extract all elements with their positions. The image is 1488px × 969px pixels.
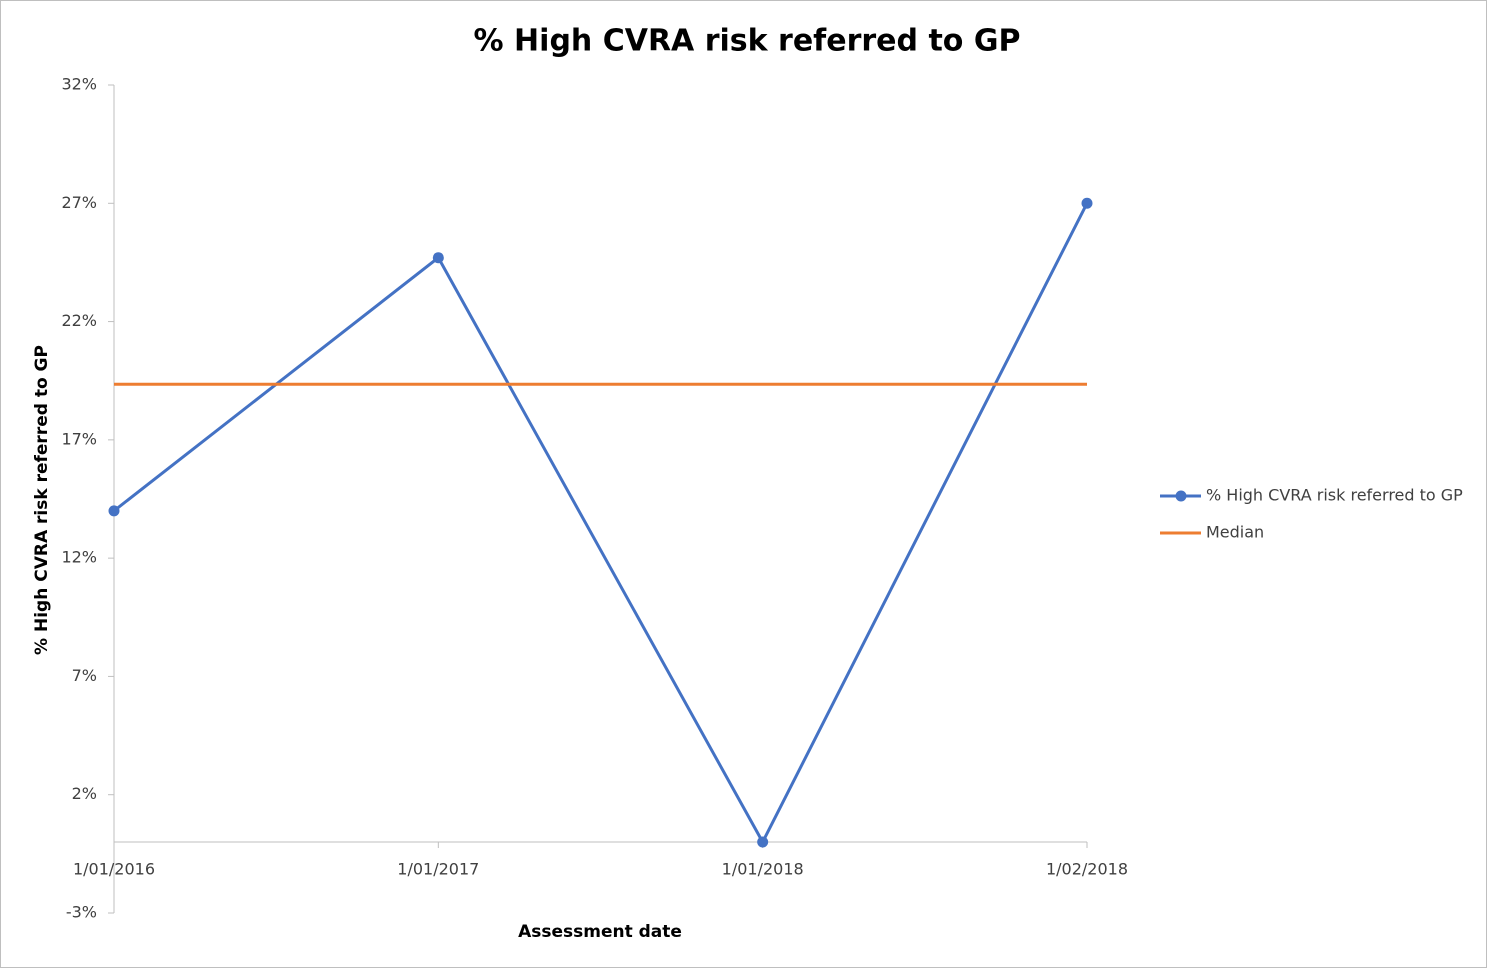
y-axis-title: % High CVRA risk referred to GP [32, 345, 52, 655]
legend-label: % High CVRA risk referred to GP [1206, 486, 1463, 505]
y-tick-label: 2% [72, 784, 97, 803]
y-tick-label: 12% [61, 548, 97, 567]
x-axis-title: Assessment date [518, 922, 682, 942]
data-point [757, 836, 769, 848]
legend-marker [1175, 490, 1187, 502]
y-tick-label: 32% [61, 75, 97, 94]
data-point [1081, 197, 1093, 209]
y-tick-label: 27% [61, 193, 97, 212]
x-tick-label: 1/02/2018 [1046, 860, 1128, 879]
chart-title: % High CVRA risk referred to GP [474, 24, 1021, 59]
x-tick-label: 1/01/2018 [722, 860, 804, 879]
x-tick-label: 1/01/2016 [73, 860, 155, 879]
data-point [108, 505, 120, 517]
y-tick-label: 7% [72, 666, 97, 685]
x-tick-label: 1/01/2017 [397, 860, 479, 879]
y-tick-label: 22% [61, 311, 97, 330]
legend-label: Median [1206, 523, 1264, 542]
y-tick-label: 17% [61, 429, 97, 448]
data-point [432, 252, 444, 264]
y-tick-label: -3% [66, 903, 97, 922]
